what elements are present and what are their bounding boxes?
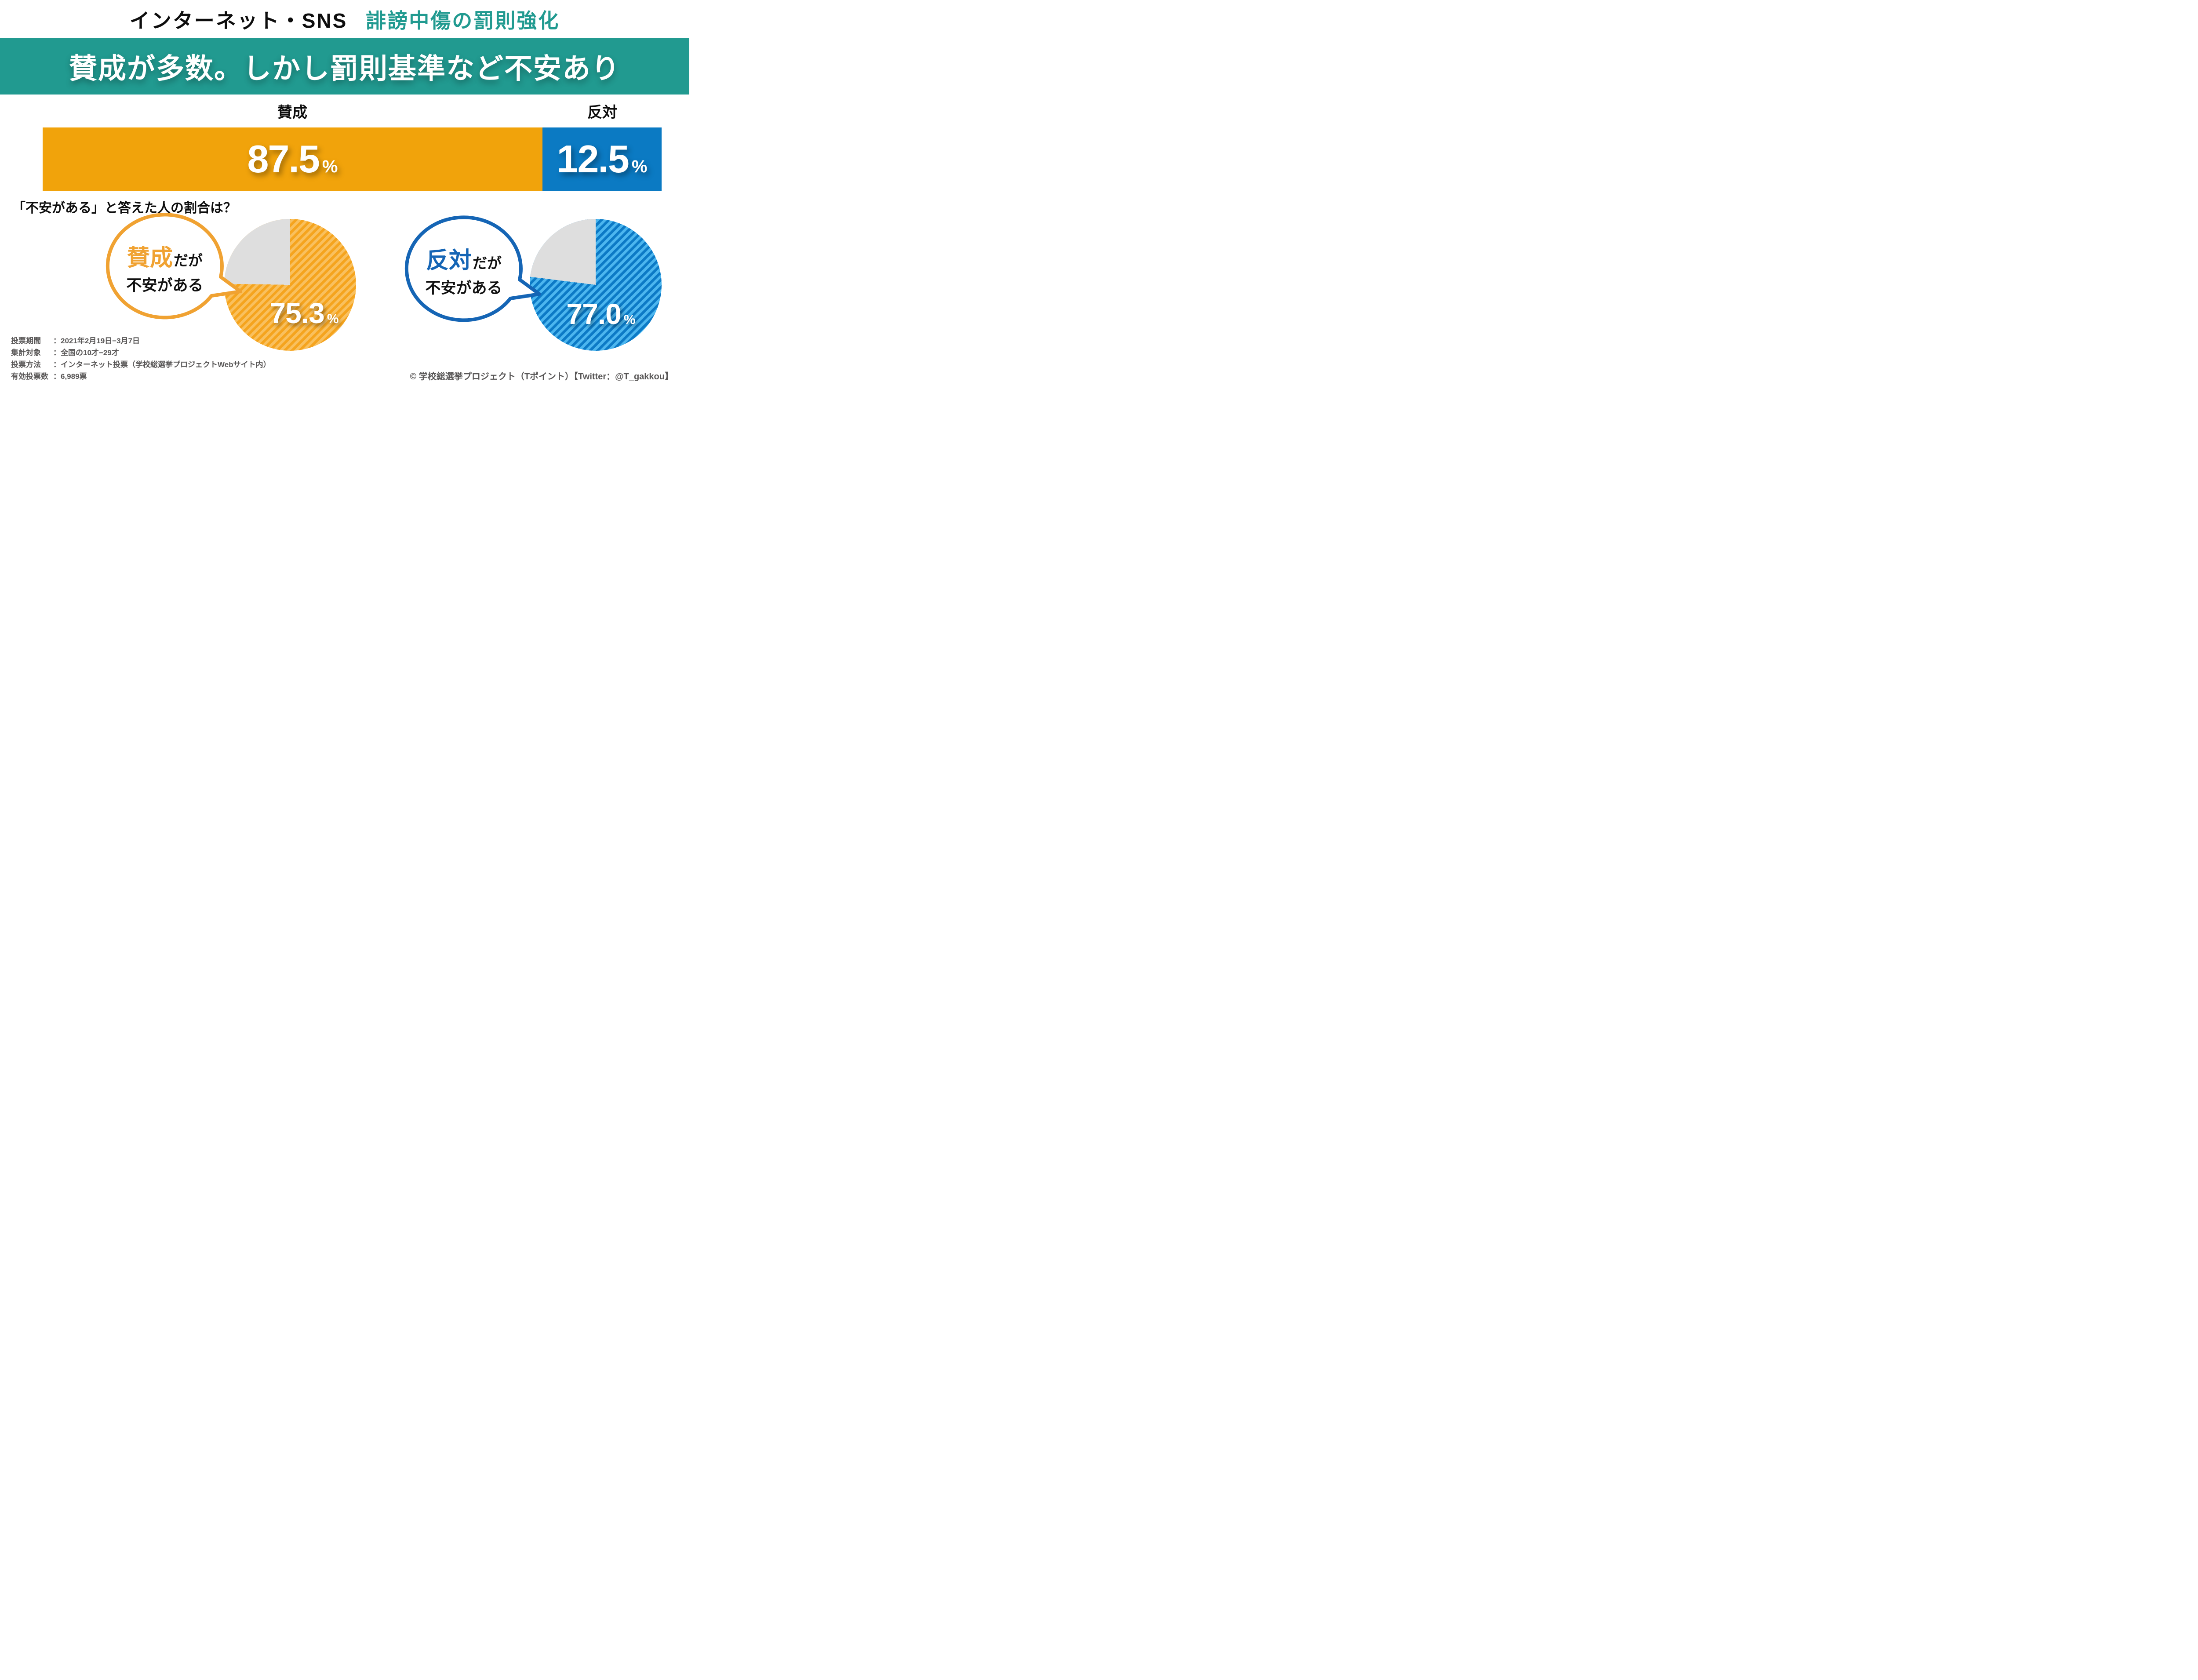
speech-bubble-oppose — [402, 214, 547, 324]
meta-row-target: 集計対象 ：全国の10才−29才 — [11, 347, 271, 359]
question-text: 「不安がある」と答えた人の割合は？ — [12, 201, 237, 215]
bar-labels: 賛成 反対 — [0, 100, 689, 125]
pie-value-agree-number: 75.3 — [269, 297, 324, 329]
bubble-agree-line2: 不安がある — [126, 277, 204, 294]
bubble-oppose-line1: 反対 だが — [426, 242, 502, 275]
meta-value-method: ：インターネット投票（学校総選挙プロジェクトWebサイト内） — [53, 360, 271, 369]
pie-value-agree-percent-sign: % — [327, 312, 339, 326]
title-black: インターネット・SNS — [129, 9, 348, 32]
bar-label-oppose: 反対 — [587, 104, 617, 121]
meta-row-method: 投票方法 ：インターネット投票（学校総選挙プロジェクトWebサイト内） — [11, 359, 271, 371]
meta-label-period: 投票期間 — [11, 337, 41, 345]
pie-value-oppose: 77.0 % — [566, 297, 635, 331]
bar-segment-oppose: 12.5 % — [542, 127, 662, 191]
headline-banner: 賛成が多数。しかし罰則基準など不安あり — [0, 38, 689, 95]
stacked-bar-chart: 87.5 % 12.5 % — [43, 127, 662, 191]
meta-value-target: ：全国の10才−29才 — [53, 349, 119, 357]
bar-value-agree-percent-sign: % — [322, 157, 338, 176]
infographic-page: インターネット・SNS 誹謗中傷の罰則強化 賛成が多数。しかし罰則基準など不安あ… — [0, 0, 689, 391]
bar-value-oppose: 12.5 % — [557, 137, 648, 182]
bar-value-oppose-number: 12.5 — [557, 137, 630, 181]
speech-bubble-oppose-shape — [404, 215, 541, 322]
pie-chart-agree — [224, 219, 356, 351]
bubble-oppose-line2: 不安がある — [425, 280, 502, 297]
pie-value-oppose-number: 77.0 — [566, 298, 621, 330]
copyright-text: © 学校総選挙プロジェクト（Tポイント）【Twitter：@T_gakkou】 — [410, 372, 673, 382]
pie-chart-oppose — [530, 219, 662, 351]
speech-bubble-oppose-text: 反対 だが 不安がある — [407, 235, 521, 305]
meta-row-votes: 有効投票数 ：6,989票 — [11, 371, 271, 382]
bubble-oppose-word: 反対 — [426, 248, 472, 273]
title-teal: 誹謗中傷の罰則強化 — [366, 9, 560, 32]
bar-segment-agree: 87.5 % — [43, 127, 542, 191]
meta-label-votes: 有効投票数 — [11, 372, 48, 381]
speech-bubble-agree-shape — [106, 213, 242, 320]
speech-bubble-agree-text: 賛成 だが 不安がある — [108, 232, 222, 302]
meta-label-method: 投票方法 — [11, 360, 41, 369]
bar-value-oppose-percent-sign: % — [631, 157, 648, 176]
bubble-agree-suffix: だが — [174, 252, 203, 269]
bubble-agree-line1: 賛成 だが — [127, 239, 203, 272]
speech-bubble-agree — [103, 211, 248, 322]
meta-value-period: ：2021年2月19日−3月7日 — [53, 337, 140, 345]
pie-value-oppose-percent-sign: % — [623, 313, 636, 327]
meta-label-target: 集計対象 — [11, 349, 41, 357]
headline-text: 賛成が多数。しかし罰則基準など不安あり — [69, 53, 620, 84]
bubble-agree-word: 賛成 — [127, 245, 173, 271]
header: インターネット・SNS 誹謗中傷の罰則強化 — [0, 0, 689, 38]
bar-label-agree: 賛成 — [277, 104, 307, 121]
bar-value-agree: 87.5 % — [247, 137, 338, 182]
meta-row-period: 投票期間 ：2021年2月19日−3月7日 — [11, 335, 271, 347]
pie-value-agree: 75.3 % — [269, 296, 338, 330]
meta-value-votes: ：6,989票 — [53, 372, 87, 381]
bar-value-agree-number: 87.5 — [247, 137, 320, 181]
survey-metadata: 投票期間 ：2021年2月19日−3月7日 集計対象 ：全国の10才−29才 投票方… — [11, 335, 271, 382]
bubble-oppose-suffix: だが — [473, 255, 502, 271]
